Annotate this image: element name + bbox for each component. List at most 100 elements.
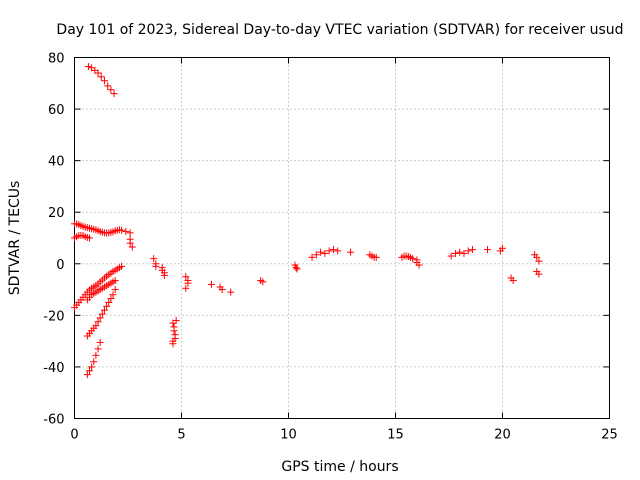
data-point <box>182 284 190 292</box>
series-arc-o <box>308 246 355 261</box>
series-arc-e <box>71 262 126 312</box>
y-axis-label: SDTVAR / TECUs <box>7 181 23 296</box>
data-point <box>169 340 177 348</box>
data-point <box>85 234 93 242</box>
data-point <box>83 371 91 379</box>
data-point <box>292 264 300 272</box>
data-point <box>84 63 92 71</box>
data-point <box>150 255 158 263</box>
data-point <box>509 277 517 285</box>
data-point <box>126 239 134 247</box>
data-point <box>110 90 118 98</box>
data-point <box>415 261 423 269</box>
data-point <box>484 246 492 254</box>
data-point <box>456 248 464 256</box>
data-point <box>88 363 96 371</box>
data-point <box>97 73 105 81</box>
y-tick-label: 60 <box>48 103 65 118</box>
x-tick-label: 25 <box>601 428 618 443</box>
data-point <box>128 243 136 251</box>
grid-lines <box>74 57 610 419</box>
data-point <box>118 226 126 234</box>
series-arc-b <box>71 220 134 237</box>
data-point <box>152 262 160 270</box>
series-arc-q <box>398 252 423 269</box>
data-point <box>107 86 115 94</box>
data-point <box>182 273 190 281</box>
data-point <box>499 244 506 252</box>
data-point <box>98 310 106 318</box>
data-point <box>170 327 178 335</box>
x-axis-label: GPS time / hours <box>281 459 398 475</box>
y-tick-label: 0 <box>56 258 64 273</box>
data-point <box>325 247 333 255</box>
data-point <box>533 253 541 261</box>
data-point <box>184 279 192 287</box>
y-tick-label: 80 <box>48 52 65 67</box>
data-point <box>92 351 100 359</box>
x-tick-label: 0 <box>70 428 78 443</box>
x-tick-label: 10 <box>280 428 297 443</box>
y-tick-label: -40 <box>43 361 64 376</box>
data-point <box>218 286 226 294</box>
data-point <box>535 257 543 265</box>
data-point <box>94 69 102 77</box>
series-arc-t <box>531 251 543 278</box>
data-point <box>321 249 329 257</box>
data-point <box>96 314 104 322</box>
data-point <box>207 280 215 288</box>
data-point <box>464 247 472 255</box>
data-point <box>535 270 543 278</box>
data-point <box>334 247 342 255</box>
x-tick-label: 20 <box>494 428 511 443</box>
data-point <box>107 295 115 303</box>
series-arc-a <box>84 63 118 98</box>
data-points <box>71 63 543 379</box>
data-point <box>469 246 477 254</box>
data-point <box>317 248 325 256</box>
data-point <box>329 246 337 254</box>
data-point <box>118 262 126 270</box>
data-point <box>90 358 98 366</box>
series-arc-c <box>71 231 93 242</box>
series-arc-f <box>83 277 119 304</box>
series-arc-j <box>169 317 180 348</box>
data-point <box>409 255 417 263</box>
data-point <box>94 318 102 326</box>
x-tick-labels: 0 5 10 15 20 25 <box>70 428 617 443</box>
data-point <box>94 345 102 353</box>
plot-frame <box>74 57 610 419</box>
data-point <box>160 271 168 279</box>
data-point <box>172 317 180 325</box>
data-point <box>451 249 459 257</box>
series-arc-m <box>257 277 267 286</box>
data-point <box>111 286 119 294</box>
series-arc-r <box>447 244 506 260</box>
data-point <box>85 367 93 375</box>
data-point <box>308 253 316 261</box>
data-point <box>92 322 100 330</box>
data-point <box>372 253 380 261</box>
series-arc-n <box>291 261 301 273</box>
data-point <box>312 251 320 259</box>
data-point <box>347 248 355 256</box>
y-tick-labels: -60 -40 -20 0 20 40 60 80 <box>43 52 64 428</box>
series-arc-p <box>366 251 380 261</box>
data-point <box>100 77 108 85</box>
data-point <box>109 291 117 299</box>
data-point <box>122 228 130 236</box>
series-arc-l <box>207 280 235 296</box>
data-point <box>105 298 113 306</box>
data-point <box>460 249 468 257</box>
data-point <box>111 277 119 285</box>
series-arc-d <box>126 235 136 251</box>
x-tick-label: 5 <box>177 428 185 443</box>
chart-title: Day 101 of 2023, Sidereal Day-to-day VTE… <box>56 22 623 38</box>
data-point <box>103 302 111 310</box>
series-arc-i <box>150 255 168 279</box>
data-point <box>293 265 301 273</box>
series-arc-g <box>83 286 119 340</box>
data-point <box>227 288 235 296</box>
data-point <box>126 229 134 237</box>
